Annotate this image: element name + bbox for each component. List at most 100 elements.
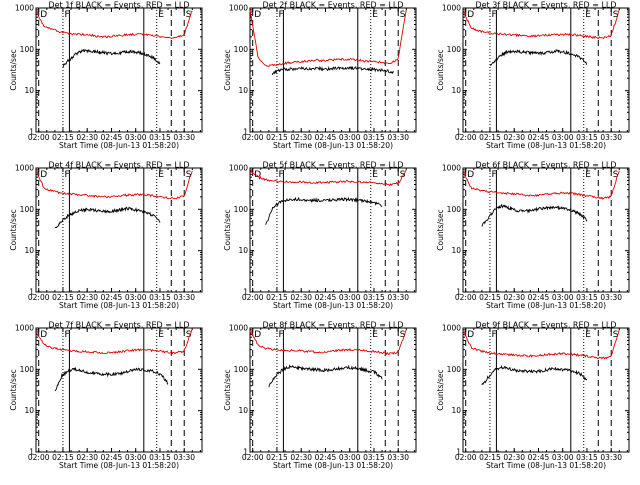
series-line-lld bbox=[35, 328, 193, 355]
y-tick-label: 10 bbox=[451, 86, 461, 95]
x-tick-label: 03:30 bbox=[387, 453, 409, 462]
y-tick-label: 1 bbox=[456, 128, 461, 137]
x-tick-label: 02:15 bbox=[479, 453, 501, 462]
series-line-lld bbox=[35, 170, 193, 200]
panel-title: Det 7f BLACK = Events, RED = LLD bbox=[48, 321, 189, 330]
marker-label: S bbox=[186, 330, 192, 340]
series-line-lld bbox=[35, 10, 193, 39]
y-tick-label: 1 bbox=[243, 128, 248, 137]
x-tick-label: 02:00 bbox=[455, 293, 477, 302]
y-tick-label: 1 bbox=[29, 128, 34, 137]
plot-frame bbox=[35, 167, 203, 293]
x-axis-label: Start Time (08-Jun-13 01:58:20) bbox=[486, 141, 606, 150]
panel-title: Det 6f BLACK = Events, RED = LLD bbox=[475, 161, 616, 170]
marker-label: E bbox=[585, 170, 591, 180]
x-tick-label: 02:00 bbox=[28, 453, 50, 462]
panel-title: Det 8f BLACK = Events, RED = LLD bbox=[262, 321, 403, 330]
y-tick-label: 1000 bbox=[229, 164, 248, 173]
x-tick-label: 02:45 bbox=[528, 133, 550, 142]
marker-label: E bbox=[158, 330, 164, 340]
y-tick-label: 100 bbox=[234, 365, 249, 374]
series-line-events bbox=[481, 203, 588, 227]
marker-label: D bbox=[40, 170, 47, 180]
x-tick-label: 02:15 bbox=[266, 453, 288, 462]
y-tick-label: 1000 bbox=[442, 324, 461, 333]
y-tick-label: 10 bbox=[238, 86, 248, 95]
x-tick-label: 03:00 bbox=[125, 453, 147, 462]
x-tick-label: 02:30 bbox=[503, 453, 525, 462]
marker-label: E bbox=[585, 330, 591, 340]
y-axis-label: Counts/sec bbox=[9, 209, 18, 250]
x-tick-label: 03:00 bbox=[125, 133, 147, 142]
y-tick-label: 10 bbox=[238, 246, 248, 255]
x-tick-label: 02:45 bbox=[528, 453, 550, 462]
x-tick-label: 02:30 bbox=[503, 133, 525, 142]
series-line-lld bbox=[462, 329, 620, 360]
x-axis-label: Start Time (08-Jun-13 01:58:20) bbox=[59, 461, 179, 470]
marker-label: F bbox=[64, 330, 69, 340]
series-line-events bbox=[271, 65, 394, 76]
x-tick-label: 02:45 bbox=[315, 133, 337, 142]
marker-label: D bbox=[467, 10, 474, 20]
y-axis-label: Counts/sec bbox=[436, 369, 445, 410]
x-axis-label: Start Time (08-Jun-13 01:58:20) bbox=[486, 301, 606, 310]
y-tick-label: 100 bbox=[20, 205, 35, 214]
x-tick-label: 03:15 bbox=[149, 453, 171, 462]
x-tick-label: 02:00 bbox=[242, 453, 264, 462]
marker-label: S bbox=[613, 10, 619, 20]
x-axis-label: Start Time (08-Jun-13 01:58:20) bbox=[486, 461, 606, 470]
y-tick-label: 10 bbox=[24, 406, 34, 415]
y-axis-label: Counts/sec bbox=[436, 209, 445, 250]
panel-det-3: Det 3f BLACK = Events, RED = LLD 1 10 100 10… bbox=[436, 1, 630, 150]
panel-det-7: Det 7f BLACK = Events, RED = LLD 1 10 100 10… bbox=[9, 321, 203, 470]
marker-label: D bbox=[254, 330, 261, 340]
panel-det-8: Det 8f BLACK = Events, RED = LLD 1 10 100 10… bbox=[223, 321, 417, 470]
x-tick-label: 03:30 bbox=[173, 133, 195, 142]
x-tick-label: 02:00 bbox=[455, 133, 477, 142]
x-tick-label: 02:15 bbox=[52, 293, 74, 302]
x-tick-label: 03:00 bbox=[552, 453, 574, 462]
marker-label: S bbox=[186, 170, 192, 180]
series-line-events bbox=[268, 364, 383, 388]
plot-frame bbox=[35, 7, 203, 133]
x-tick-label: 02:45 bbox=[315, 453, 337, 462]
x-tick-label: 03:15 bbox=[149, 133, 171, 142]
x-tick-label: 02:45 bbox=[315, 293, 337, 302]
x-tick-label: 02:30 bbox=[503, 293, 525, 302]
plot-frame bbox=[462, 327, 630, 453]
y-tick-label: 100 bbox=[234, 205, 249, 214]
marker-label: S bbox=[613, 330, 619, 340]
y-tick-label: 100 bbox=[20, 45, 35, 54]
marker-label: E bbox=[372, 170, 378, 180]
marker-label: F bbox=[278, 170, 283, 180]
x-tick-label: 03:30 bbox=[600, 133, 622, 142]
panel-det-4: Det 4f BLACK = Events, RED = LLD 1 10 100 10… bbox=[9, 161, 203, 310]
x-tick-label: 02:30 bbox=[290, 453, 312, 462]
panel-title: Det 3f BLACK = Events, RED = LLD bbox=[475, 1, 616, 10]
x-tick-label: 03:30 bbox=[600, 293, 622, 302]
marker-label: D bbox=[254, 10, 261, 20]
marker-label: F bbox=[491, 330, 496, 340]
marker-label: F bbox=[491, 10, 496, 20]
x-tick-label: 03:30 bbox=[387, 133, 409, 142]
x-tick-label: 02:30 bbox=[76, 453, 98, 462]
x-tick-label: 02:15 bbox=[479, 293, 501, 302]
series-line-events bbox=[265, 196, 383, 225]
y-tick-label: 1000 bbox=[229, 324, 248, 333]
x-tick-label: 02:00 bbox=[455, 453, 477, 462]
y-tick-label: 100 bbox=[447, 45, 462, 54]
x-tick-label: 03:00 bbox=[339, 453, 361, 462]
y-tick-label: 1000 bbox=[15, 324, 34, 333]
series-line-events bbox=[481, 364, 588, 385]
marker-label: F bbox=[278, 330, 283, 340]
y-axis-label: Counts/sec bbox=[223, 49, 232, 90]
x-tick-label: 02:15 bbox=[266, 293, 288, 302]
marker-label: S bbox=[400, 10, 406, 20]
panel-det-9: Det 9f BLACK = Events, RED = LLD 1 10 100 10… bbox=[436, 321, 630, 470]
x-tick-label: 02:30 bbox=[290, 293, 312, 302]
x-tick-label: 02:00 bbox=[28, 133, 50, 142]
marker-label: D bbox=[40, 10, 47, 20]
marker-label: D bbox=[254, 170, 261, 180]
series-line-events bbox=[54, 366, 169, 392]
